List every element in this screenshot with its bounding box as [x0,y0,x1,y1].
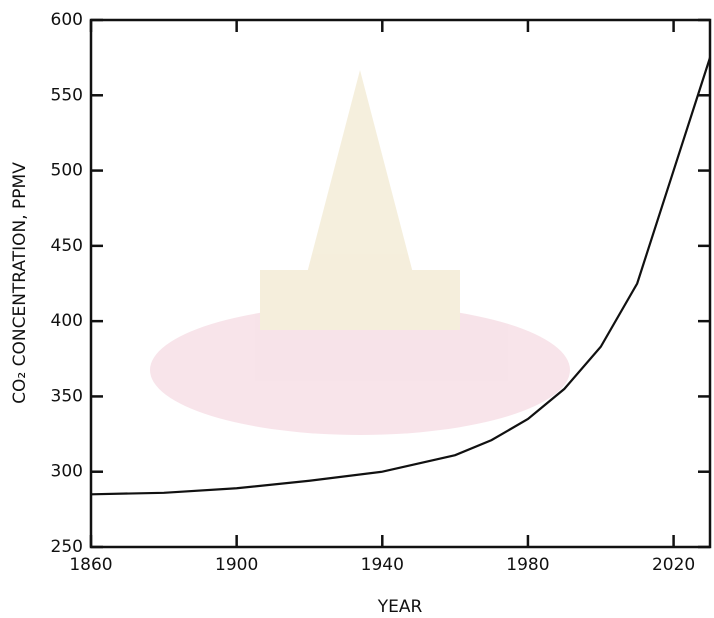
y-tick-label: 500 [51,161,83,181]
y-tick-label: 450 [51,236,83,256]
x-tick-label: 1940 [361,555,404,575]
x-axis-label: YEAR [377,597,423,617]
y-tick-label: 550 [51,85,83,105]
watermark [150,70,570,435]
y-tick-label: 350 [51,386,83,406]
page: YEAR CO₂ CONCENTRATION, PPMV 250 300 350 40… [0,0,714,618]
y-tick-label: 600 [51,10,83,30]
y-axis-label: CO₂ CONCENTRATION, PPMV [10,162,30,404]
x-tick-label: 1900 [215,555,258,575]
x-tick-label: 1980 [506,555,549,575]
y-tick-label: 300 [51,462,83,482]
x-tick-label: 1860 [69,555,112,575]
y-tick-label: 250 [51,537,83,557]
y-tick-label: 400 [51,311,83,331]
x-tick-label: 2020 [652,555,695,575]
chart: YEAR CO₂ CONCENTRATION, PPMV 250 300 350 40… [0,0,714,618]
